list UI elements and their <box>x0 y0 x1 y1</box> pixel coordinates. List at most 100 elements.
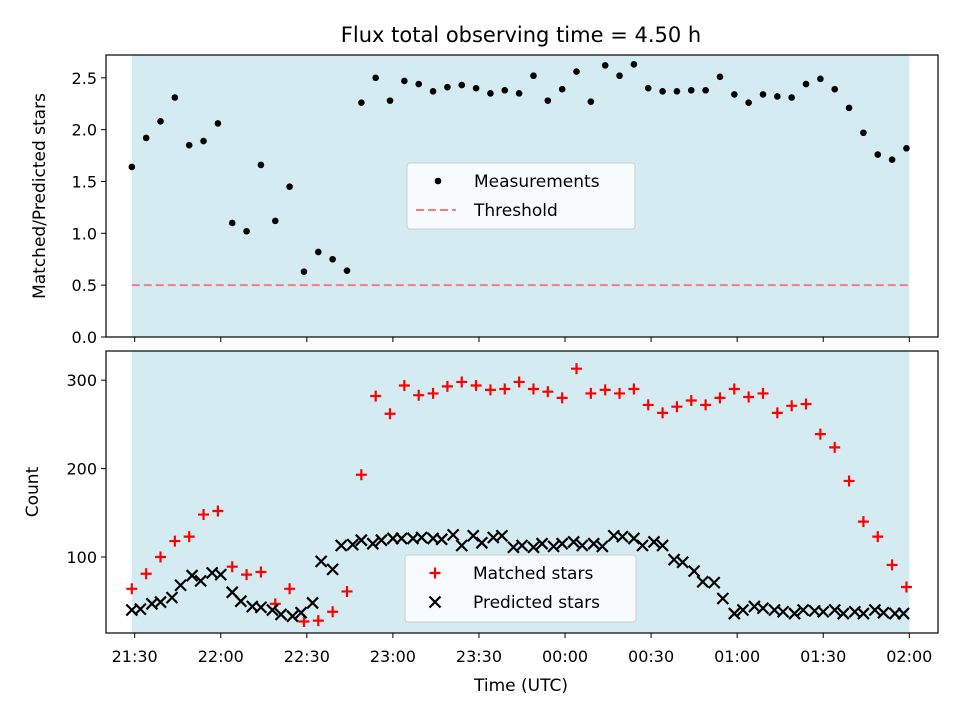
measurement-point <box>903 145 910 152</box>
predicted-point <box>415 531 428 544</box>
matched-point <box>456 376 468 388</box>
measurement-point <box>788 94 795 101</box>
x-tick-label: 22:30 <box>284 647 330 666</box>
measurement-point <box>185 141 193 149</box>
predicted-point <box>475 536 489 550</box>
predicted-point <box>707 576 721 589</box>
measurement-point <box>157 118 164 125</box>
measurement-point <box>530 72 537 80</box>
measurement-point <box>271 217 279 225</box>
y-axis-label: Count <box>23 466 43 517</box>
predicted-point <box>736 603 750 617</box>
predicted-point <box>326 563 339 576</box>
matched-point <box>126 583 138 595</box>
measurement-point <box>300 268 308 275</box>
chart-title: Flux total observing time = 4.50 h <box>341 23 701 47</box>
predicted-point <box>656 539 669 552</box>
x-tick-label: 23:00 <box>370 647 416 666</box>
predicted-point <box>185 569 199 582</box>
measurement-point <box>243 227 250 235</box>
measurement-point <box>128 163 136 171</box>
measurement-point <box>444 83 451 91</box>
matched-point <box>800 398 812 410</box>
matched-point <box>398 379 410 391</box>
measurement-point <box>544 97 552 104</box>
y-axis-label: Matched/Predicted stars <box>30 93 50 299</box>
y-tick-label: 2.5 <box>72 69 97 88</box>
matched-point <box>384 408 396 420</box>
matched-point <box>499 383 511 395</box>
predicted-point <box>596 540 609 553</box>
matched-point <box>657 407 669 419</box>
measurement-point <box>200 137 207 145</box>
x-axis-label: Time (UTC) <box>473 676 568 696</box>
predicted-point <box>346 538 360 551</box>
measurement-point <box>731 91 738 98</box>
matched-point <box>527 383 539 395</box>
predicted-point <box>446 528 460 542</box>
axes-frame <box>105 350 939 634</box>
measurement-point <box>687 86 695 94</box>
measurement-point <box>501 86 509 94</box>
matched-point <box>685 395 697 407</box>
matched-point <box>484 384 496 396</box>
matched-point <box>513 376 525 388</box>
measurement-point <box>831 85 839 93</box>
measurement-point <box>874 151 882 158</box>
matched-point <box>642 399 654 411</box>
matched-point <box>441 380 453 392</box>
predicted-point <box>696 575 710 589</box>
matched-point <box>155 551 167 563</box>
predicted-point <box>857 607 870 620</box>
measurement-point <box>774 93 781 100</box>
x-tick-label: 23:30 <box>456 647 502 666</box>
predicted-point <box>286 609 299 623</box>
legend-box <box>404 554 637 623</box>
predicted-point <box>647 535 661 549</box>
top-panel: 0.0 0.5 1.0 1.5 2.0 2.5 Matched/Predicted star… <box>30 54 939 347</box>
measurement-point <box>817 75 824 83</box>
predicted-point <box>828 603 841 617</box>
predicted-point <box>616 530 629 543</box>
predicted-point <box>816 605 830 619</box>
measurement-point <box>587 98 595 105</box>
matched-point <box>169 535 181 547</box>
matched-point <box>298 616 310 628</box>
measurement-point <box>802 80 810 88</box>
legend-label-matched: Matched stars <box>473 564 593 584</box>
measurement-point <box>659 87 666 95</box>
predicted-point <box>716 592 730 605</box>
measurement-point <box>214 120 222 127</box>
legend-label-threshold: Threshold <box>473 201 558 221</box>
y-tick-label: 1.5 <box>72 172 97 191</box>
matched-point <box>886 559 898 571</box>
measurement-point <box>329 255 336 263</box>
predicted-point <box>897 607 910 620</box>
predicted-point <box>294 606 308 619</box>
measurement-point <box>415 80 423 88</box>
predicted-point <box>274 608 288 621</box>
measurement-point <box>429 87 437 95</box>
y-tick-label: 2.0 <box>72 121 97 140</box>
x-tick-label: 01:00 <box>714 647 760 666</box>
legend-marker-predicted <box>428 595 442 609</box>
matched-point <box>571 363 583 375</box>
measurement-point <box>573 68 580 75</box>
measurement-point <box>142 134 150 142</box>
predicted-point <box>636 539 649 552</box>
measurement-point <box>472 84 480 92</box>
measurement-point <box>228 219 236 227</box>
measurement-point <box>358 99 365 106</box>
legend-box <box>406 162 636 230</box>
x-tick-label: 21:30 <box>112 647 158 666</box>
matched-point <box>470 379 482 391</box>
matched-point <box>312 615 324 627</box>
predicted-point <box>455 539 469 552</box>
matched-point <box>140 568 152 580</box>
measurement-point <box>458 81 466 89</box>
matched-point <box>241 569 253 581</box>
x-tick-label: 22:00 <box>198 647 244 666</box>
predicted-point <box>174 578 187 592</box>
matched-point <box>728 383 740 395</box>
